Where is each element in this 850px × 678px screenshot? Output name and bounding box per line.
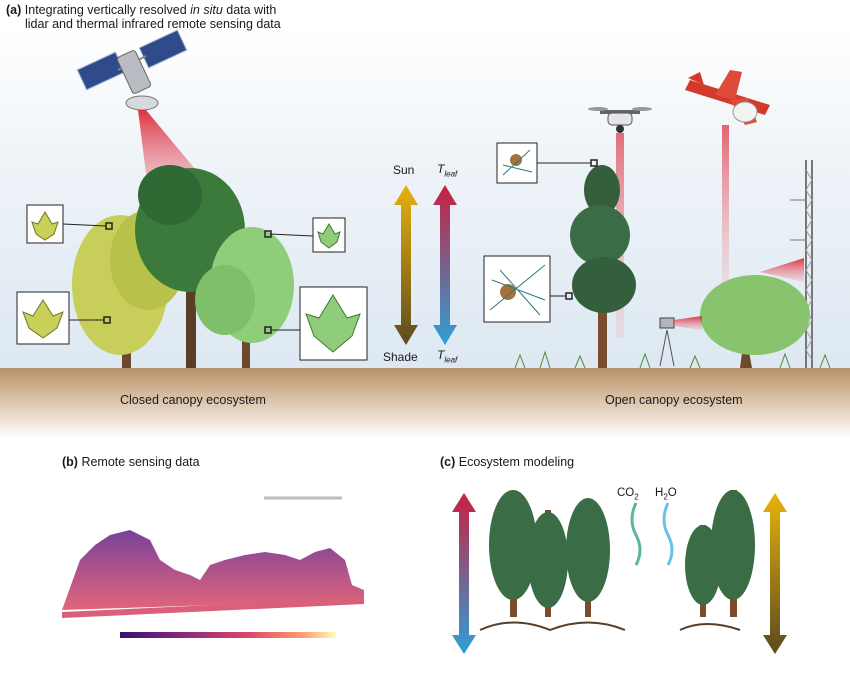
open-shrub bbox=[700, 275, 810, 368]
model-forest bbox=[480, 490, 755, 630]
shade-label: Shade bbox=[383, 350, 418, 364]
sun-label: Sun bbox=[393, 163, 414, 177]
tleaf-arrow bbox=[433, 185, 457, 345]
open-canopy-label: Open canopy ecosystem bbox=[605, 393, 743, 407]
co2-flux-arrow bbox=[632, 503, 640, 565]
scale-bar-label: 8.5 m bbox=[290, 483, 318, 495]
colorbar-tick: 35 bbox=[115, 642, 127, 654]
thermal-canopy-render bbox=[62, 530, 364, 618]
closed-canopy-trees bbox=[72, 165, 294, 368]
airplane-icon bbox=[685, 70, 770, 125]
colorbar-label: Temperature (°C) bbox=[247, 617, 331, 629]
h2o-label: H2O bbox=[655, 487, 677, 501]
open-pine-tree bbox=[570, 165, 636, 368]
h2o-flux-arrow bbox=[664, 503, 672, 565]
tleaf-top-label: Tleaf bbox=[437, 162, 457, 178]
panel-b-title: (b) Remote sensing data bbox=[62, 455, 200, 469]
sun-shade-arrow bbox=[394, 185, 418, 345]
colorbar-tick: 55 bbox=[328, 642, 340, 654]
airplane-lidar-beam bbox=[722, 125, 729, 285]
model-left-arrow bbox=[452, 493, 476, 654]
colorbar-tick: 40 bbox=[168, 642, 180, 654]
tleaf-bottom-label: Tleaf bbox=[437, 348, 457, 364]
co2-label: CO2 bbox=[617, 487, 639, 501]
drone-icon bbox=[588, 107, 652, 133]
colorbar-tick: 45 bbox=[222, 642, 234, 654]
satellite-icon bbox=[77, 30, 186, 110]
closed-canopy-label: Closed canopy ecosystem bbox=[120, 393, 266, 407]
colorbar-tick: 50 bbox=[276, 642, 288, 654]
model-right-arrow bbox=[763, 493, 787, 654]
panel-c-title: (c) Ecosystem modeling bbox=[440, 455, 574, 469]
temperature-colorbar bbox=[120, 632, 336, 638]
